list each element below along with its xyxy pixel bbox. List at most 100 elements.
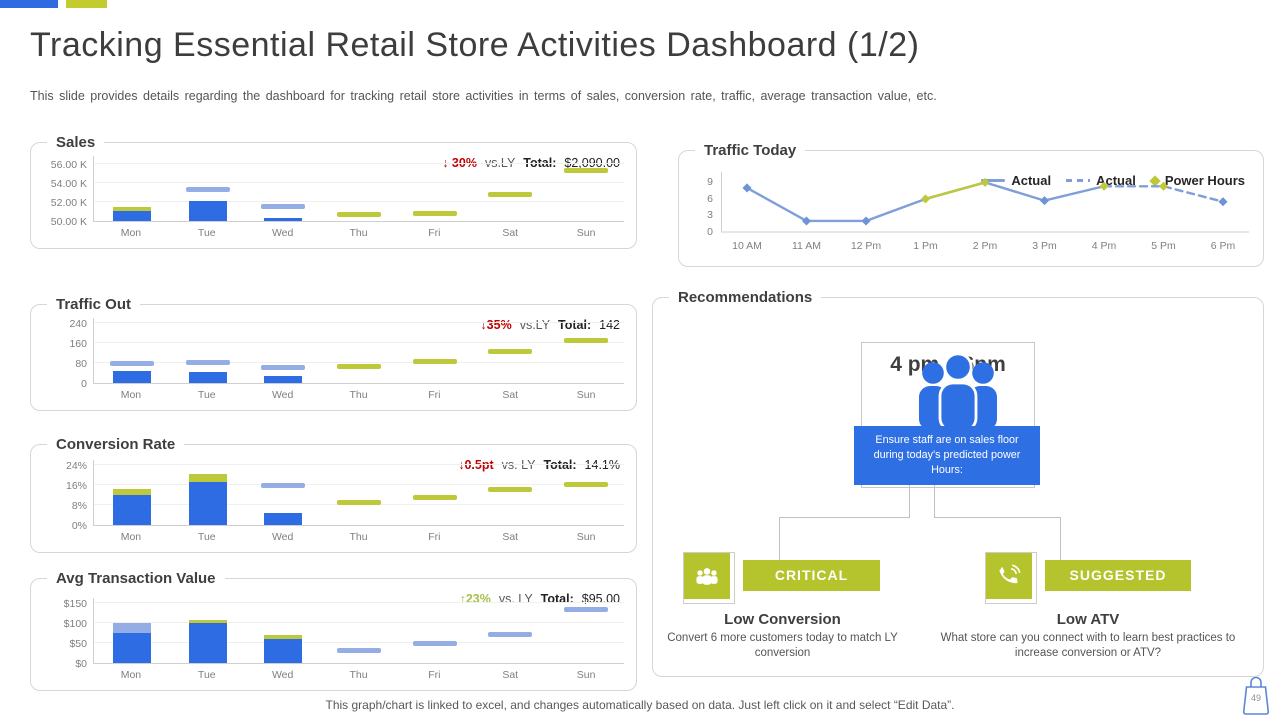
- day-label: Tue: [197, 389, 216, 402]
- gridline: [94, 322, 624, 324]
- slide-number: 49: [1250, 693, 1261, 703]
- day-label: Sun: [576, 531, 596, 544]
- footer-note: This graph/chart is linked to excel, and…: [325, 698, 955, 712]
- day-label: Fri: [428, 669, 441, 682]
- y-axis-labels: $150 $100 $50 $0: [45, 598, 93, 670]
- target-dash: [412, 358, 457, 364]
- connector-line: [934, 517, 1061, 518]
- axis-tick-label: $100: [63, 618, 87, 630]
- bar-segment: [188, 623, 227, 664]
- target-dash: [488, 487, 533, 493]
- axis-tick-label: 54.00 K: [50, 177, 87, 190]
- time-label: 6 Pm: [1210, 240, 1236, 252]
- time-label: 5 Pm: [1151, 240, 1176, 252]
- axis-tick-label: 9: [707, 176, 713, 189]
- day-label: Wed: [271, 669, 294, 682]
- y-axis-labels: 24% 16% 8% 0%: [45, 460, 93, 532]
- bar-segment: [264, 512, 303, 526]
- target-dash: [412, 495, 457, 501]
- traffic-out-stat-row: ↓35% vs.LY Total: 142: [480, 318, 620, 332]
- chart-plot[interactable]: [93, 598, 624, 665]
- people-icon-box: [684, 553, 730, 599]
- traffic-today-panel-title: Traffic Today: [704, 142, 797, 159]
- line-style-icon: [981, 179, 1006, 182]
- y-axis-labels: 9 6 3 0: [695, 172, 719, 238]
- traffic-today-chart[interactable]: 9 6 3 0 10 AM 11 AM 12 Pm 1 Pm 2 Pm 3 Pm 4 Pm 5 Pm 6…: [695, 168, 1251, 260]
- chart-plot[interactable]: [93, 318, 624, 385]
- traffic-out-chart[interactable]: 240 160 80 0 Mon Tue Wed Thu Fri Sat Sun: [45, 318, 624, 404]
- stat-total-label: Total:: [558, 318, 592, 332]
- shopping-bag-icon: [1242, 676, 1270, 715]
- gridline: [94, 602, 624, 604]
- sales-chart[interactable]: 56.00 K 54.00 K 52.00 K 50.00 K Mon Tue Wed Thu…: [45, 156, 624, 242]
- target-dash: [337, 647, 381, 653]
- traffic-out-panel: Traffic Out ↓35% vs.LY Total: 142 240 160 80 0…: [30, 296, 637, 411]
- target-dash: [488, 191, 533, 197]
- day-label: Sat: [502, 531, 519, 544]
- bar-segment: [264, 375, 303, 384]
- axis-tick-label: 240: [69, 318, 87, 331]
- axis-tick-label: $50: [69, 638, 87, 650]
- data-point-marker: [801, 216, 812, 226]
- data-point-marker: [980, 177, 990, 187]
- gridline: [94, 162, 624, 164]
- day-label: Mon: [120, 531, 142, 544]
- day-label: Tue: [197, 531, 216, 544]
- staff-group-icon: [919, 352, 997, 430]
- target-dash: [564, 606, 609, 612]
- bar-segment: [112, 206, 151, 211]
- day-label: Tue: [197, 227, 216, 240]
- gridline: [94, 362, 624, 364]
- sales-panel-title: Sales: [56, 134, 96, 151]
- gridline: [94, 642, 624, 644]
- top-accent-bar-green: [66, 0, 107, 8]
- data-point-marker: [920, 194, 931, 204]
- bar-segment: [264, 639, 303, 664]
- recommendation-critical: CRITICAL Low Conversion Convert 6 more c…: [667, 552, 898, 661]
- connector-line: [934, 485, 935, 517]
- day-label: Sun: [576, 227, 596, 240]
- bar-segment: [112, 495, 151, 526]
- recommendation-heading: Low ATV: [1056, 611, 1120, 628]
- connector-line: [1060, 517, 1061, 562]
- critical-badge: CRITICAL: [743, 560, 880, 591]
- x-axis-labels: Mon Tue Wed Thu Fri Sat Sun: [93, 664, 624, 684]
- chart-plot[interactable]: [93, 156, 624, 223]
- stat-change: ↓35%: [480, 318, 512, 332]
- bar-segment: [188, 371, 227, 384]
- time-label: 3 Pm: [1032, 240, 1057, 252]
- x-axis-labels: Mon Tue Wed Thu Fri Sat Sun: [93, 222, 624, 242]
- bar-segment: [112, 623, 151, 634]
- target-dash: [412, 640, 457, 646]
- gridline: [94, 484, 624, 486]
- day-label: Wed: [271, 227, 294, 240]
- atv-chart[interactable]: $150 $100 $50 $0 Mon Tue Wed Thu Fri Sat Sun: [45, 598, 624, 684]
- target-dash: [261, 203, 306, 209]
- people-icon-frame: [683, 552, 735, 604]
- day-label: Mon: [120, 227, 142, 240]
- legend-item: Actual: [981, 173, 1051, 188]
- recommendation-description: Convert 6 more customers today to match …: [667, 632, 898, 659]
- axis-tick-label: 0: [707, 226, 713, 238]
- axis-tick-label: 160: [69, 338, 87, 351]
- traffic-line-plot[interactable]: [721, 172, 1249, 236]
- target-dash: [261, 483, 306, 489]
- chart-plot[interactable]: [93, 460, 624, 527]
- axis-tick-label: 6: [707, 192, 713, 205]
- axis-tick-label: 0: [81, 378, 87, 390]
- conversion-rate-panel: Conversion Rate ↓0.5pt vs. LY Total: 14.1% …: [30, 436, 637, 553]
- conversion-rate-chart[interactable]: 24% 16% 8% 0% Mon Tue Wed Thu Fri Sat Sun: [45, 460, 624, 546]
- target-dash: [185, 186, 230, 192]
- axis-tick-label: 56.00 K: [50, 158, 87, 171]
- target-dash: [564, 337, 609, 343]
- bar-segment: [188, 481, 227, 526]
- line-style-icon: [1066, 179, 1091, 182]
- legend-label: Actual: [1011, 173, 1052, 188]
- page-subtitle: This slide provides details regarding th…: [30, 89, 937, 103]
- day-label: Sat: [502, 227, 519, 240]
- axis-tick-label: 50.00 K: [50, 216, 87, 228]
- day-label: Thu: [349, 669, 368, 682]
